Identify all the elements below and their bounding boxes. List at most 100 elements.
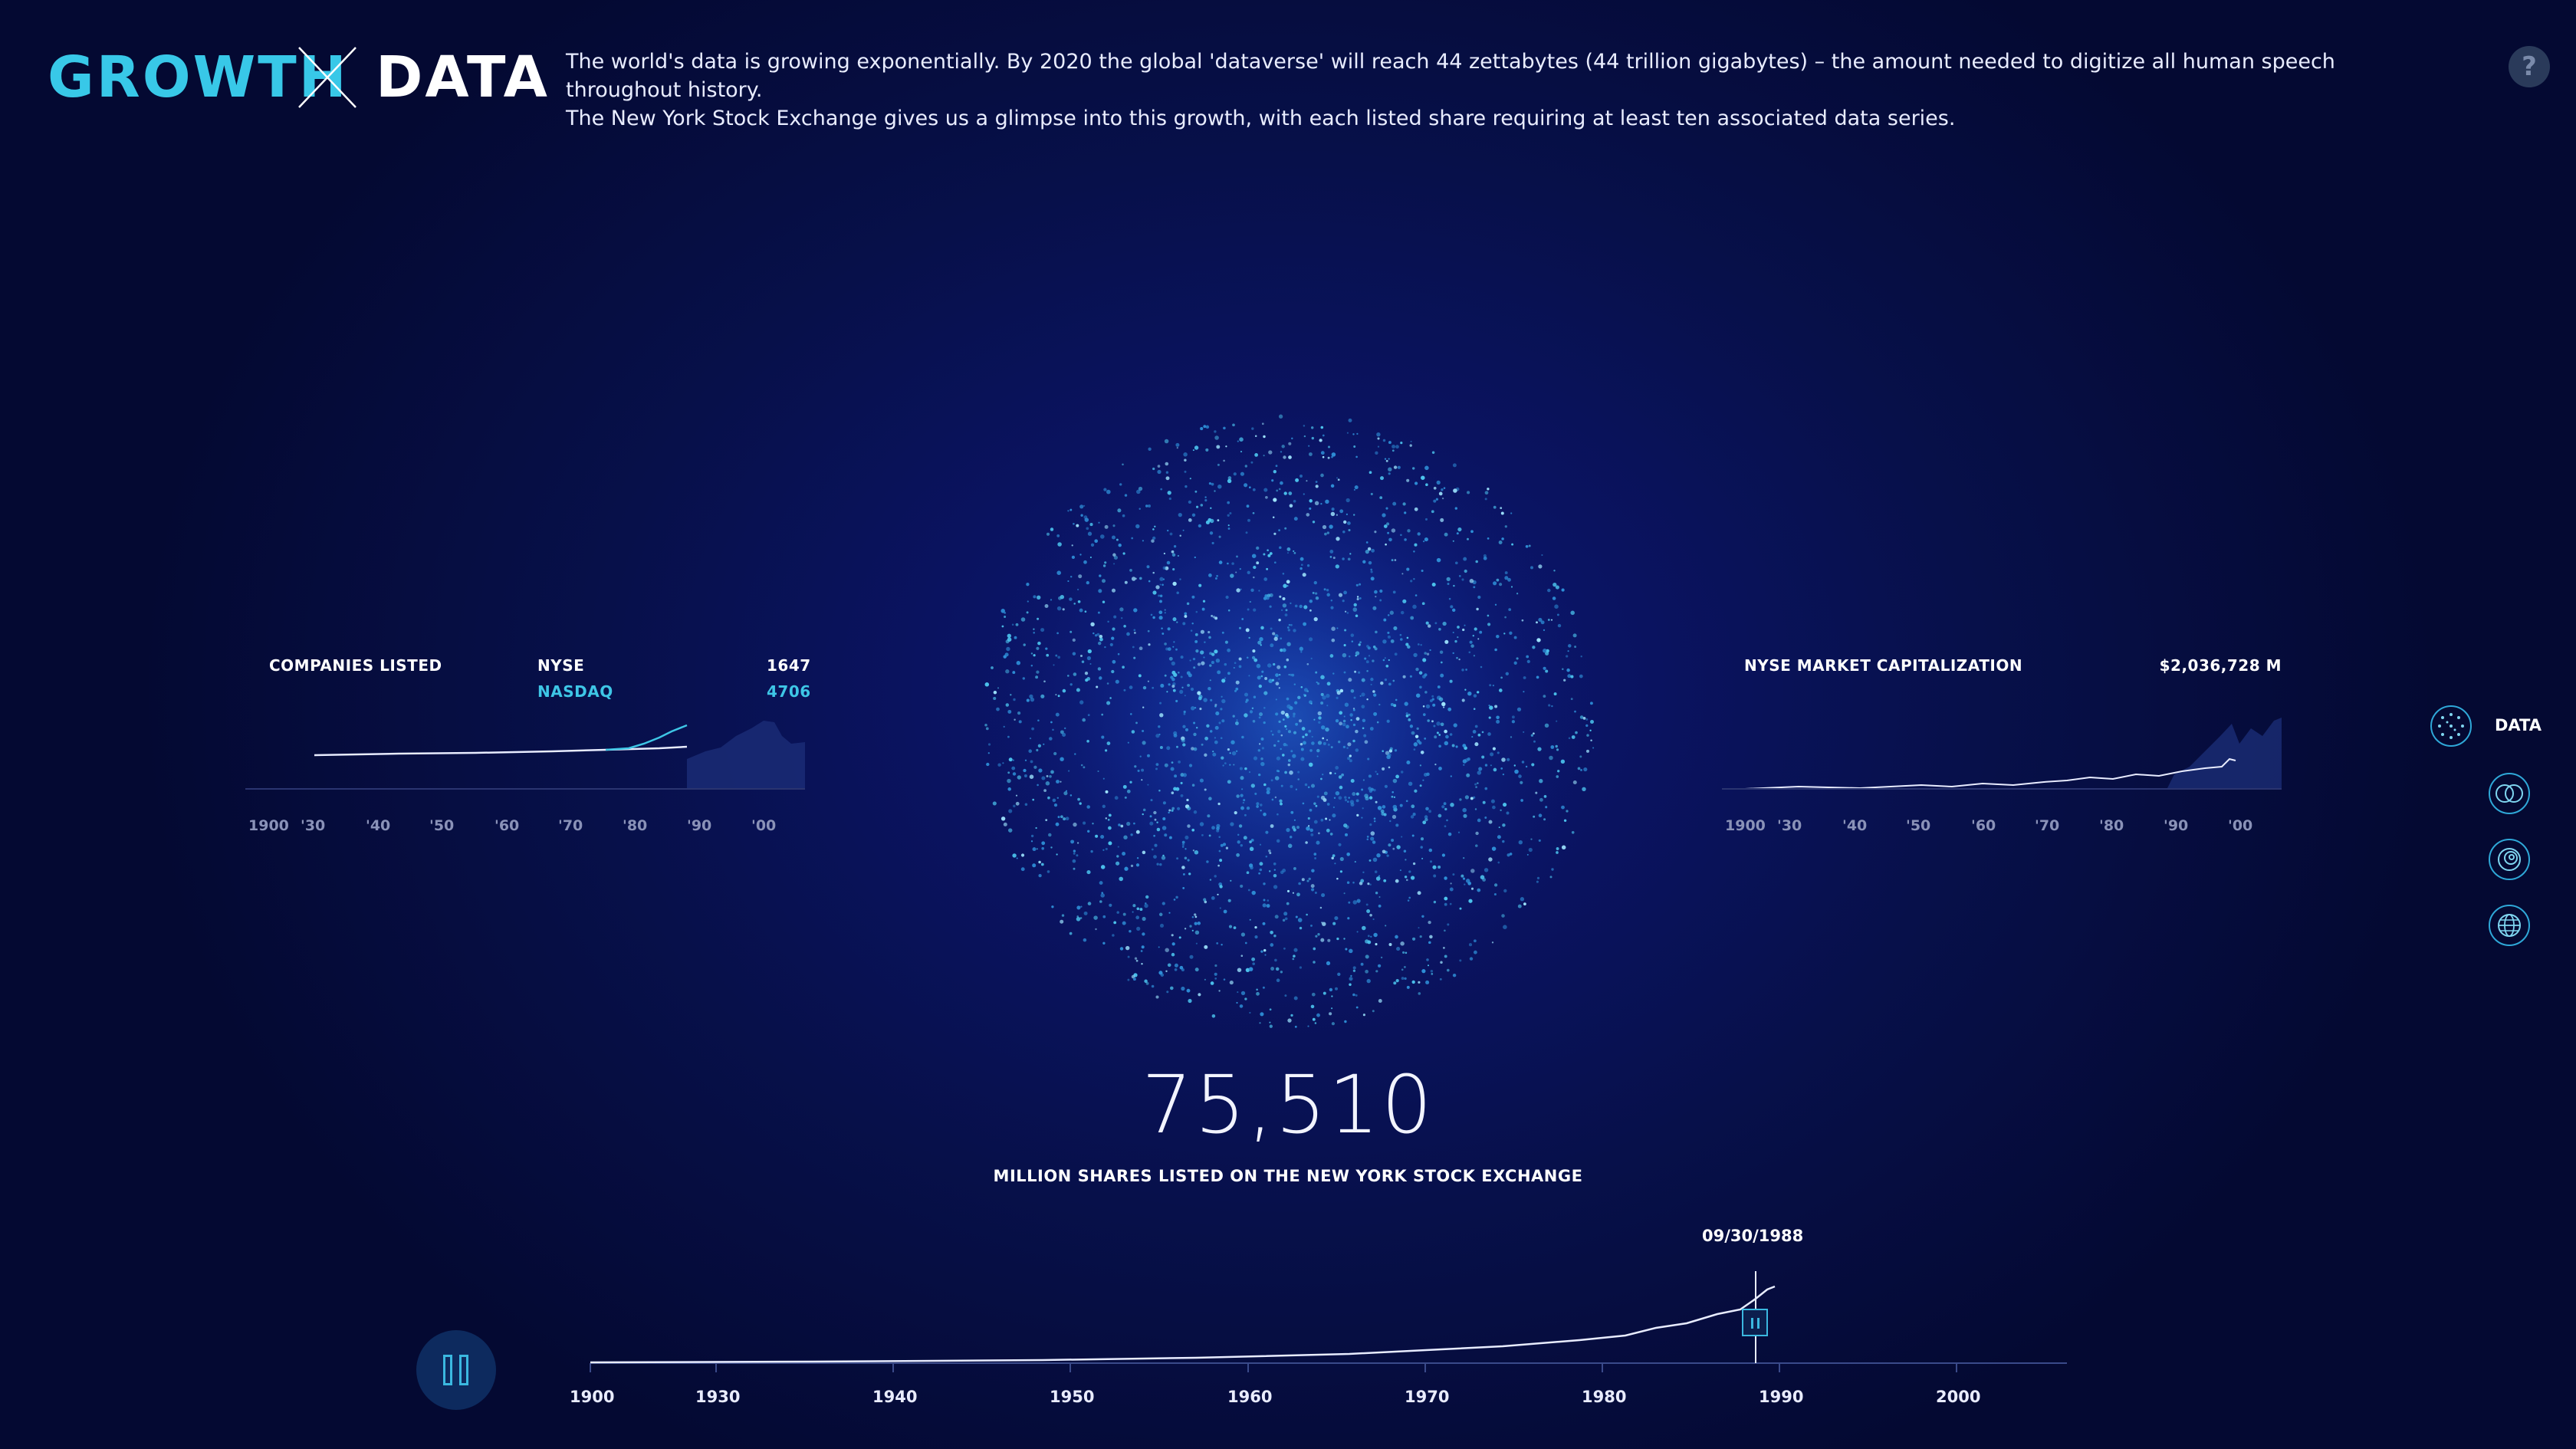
- sphere-particle: [1365, 955, 1369, 959]
- sphere-particle: [1303, 425, 1306, 427]
- sphere-particle: [1337, 478, 1340, 481]
- sphere-particle: [1329, 524, 1333, 529]
- sphere-particle: [1274, 958, 1277, 962]
- sphere-particle: [1216, 942, 1219, 945]
- sphere-particle: [1382, 659, 1385, 662]
- sphere-particle: [1392, 445, 1396, 449]
- sphere-particle: [1352, 739, 1355, 743]
- sphere-particle: [1274, 776, 1280, 780]
- sphere-particle: [1474, 627, 1477, 631]
- pause-button[interactable]: [416, 1330, 496, 1410]
- sphere-particle: [1007, 771, 1010, 774]
- sphere-particle: [1336, 937, 1339, 941]
- sphere-particle: [1164, 609, 1166, 611]
- sphere-particle: [1005, 669, 1010, 674]
- sphere-particle: [1248, 486, 1251, 489]
- sphere-particle: [1281, 445, 1285, 449]
- sphere-particle: [1448, 597, 1451, 600]
- sphere-particle: [1374, 870, 1378, 873]
- nav-globe-button[interactable]: [2489, 905, 2530, 946]
- sphere-particle: [1275, 698, 1277, 701]
- sphere-particle: [1350, 974, 1352, 978]
- sphere-particle: [1233, 764, 1235, 766]
- sphere-particle: [1116, 538, 1119, 541]
- sphere-particle: [1455, 745, 1458, 748]
- sphere-particle: [1230, 822, 1234, 826]
- sphere-particle: [1487, 537, 1490, 540]
- sphere-particle: [1114, 796, 1119, 800]
- sphere-particle: [1464, 688, 1467, 691]
- sphere-particle: [1300, 686, 1303, 688]
- sphere-particle: [1400, 534, 1402, 537]
- sphere-particle: [1280, 481, 1283, 485]
- sphere-particle: [1286, 889, 1290, 892]
- sphere-particle: [1293, 683, 1296, 685]
- sphere-particle: [1506, 757, 1510, 761]
- sphere-particle: [1235, 687, 1239, 691]
- sphere-particle: [1313, 616, 1318, 622]
- help-button[interactable]: ?: [2509, 46, 2550, 87]
- sphere-particle: [1523, 691, 1525, 693]
- sphere-particle: [1572, 633, 1577, 638]
- sphere-particle: [1395, 774, 1399, 779]
- sphere-particle: [1585, 724, 1589, 728]
- sphere-particle: [1367, 935, 1370, 938]
- sphere-particle: [1433, 900, 1437, 904]
- sphere-particle: [1477, 691, 1480, 694]
- sphere-particle: [1239, 1004, 1244, 1008]
- sphere-particle: [1552, 596, 1556, 600]
- sphere-particle: [1474, 724, 1478, 728]
- nav-spiral-button[interactable]: [2489, 839, 2530, 880]
- sphere-particle: [1358, 671, 1361, 674]
- sphere-particle: [1294, 1025, 1297, 1028]
- sphere-particle: [1279, 673, 1281, 676]
- sphere-particle: [1137, 769, 1140, 772]
- sphere-particle: [1496, 634, 1500, 639]
- sphere-particle: [1227, 780, 1231, 784]
- sphere-particle: [1343, 715, 1346, 718]
- sphere-particle: [1503, 889, 1507, 893]
- sphere-particle: [1103, 488, 1107, 491]
- sphere-particle: [1290, 602, 1292, 605]
- sphere-particle: [1256, 988, 1258, 991]
- sphere-particle: [1204, 978, 1206, 981]
- sphere-particle: [1198, 583, 1202, 587]
- sphere-particle: [1155, 767, 1158, 770]
- sphere-particle: [1342, 530, 1346, 534]
- sphere-particle: [1320, 451, 1325, 455]
- sphere-particle: [1318, 721, 1321, 724]
- sphere-particle: [1273, 869, 1276, 871]
- sphere-particle: [1342, 719, 1346, 723]
- sphere-particle: [1308, 762, 1313, 767]
- sphere-particle: [1261, 422, 1264, 426]
- sphere-particle: [1182, 872, 1185, 876]
- nav-data-button[interactable]: [2430, 705, 2472, 747]
- sphere-particle: [1133, 656, 1136, 659]
- sphere-particle: [1171, 807, 1175, 810]
- market-cap-tick: '80: [2099, 817, 2124, 834]
- sphere-particle: [1182, 773, 1187, 777]
- sphere-particle: [1393, 626, 1398, 630]
- sphere-particle: [1410, 580, 1413, 583]
- sphere-particle: [1397, 465, 1401, 469]
- sphere-particle: [1125, 945, 1130, 951]
- sphere-particle: [1152, 590, 1157, 595]
- market-cap-value: $2,036,728 M: [2159, 656, 2282, 675]
- sphere-particle: [1276, 813, 1279, 816]
- sphere-particle: [1079, 654, 1083, 658]
- sphere-particle: [1345, 825, 1349, 830]
- sphere-particle: [1320, 938, 1325, 942]
- sphere-particle: [1078, 574, 1083, 579]
- sphere-particle: [1182, 622, 1186, 626]
- sphere-particle: [1362, 1014, 1365, 1017]
- sphere-particle: [1278, 488, 1281, 491]
- sphere-particle: [1006, 646, 1010, 652]
- sphere-particle: [1288, 623, 1291, 626]
- timeline-scrubber-handle[interactable]: [1742, 1309, 1768, 1336]
- sphere-particle: [1590, 720, 1594, 724]
- nav-overlap-button[interactable]: [2489, 773, 2530, 814]
- nav-data-label[interactable]: DATA: [2495, 716, 2542, 734]
- sphere-particle: [1204, 499, 1208, 502]
- sphere-particle: [1007, 633, 1011, 638]
- sphere-particle: [1029, 737, 1032, 740]
